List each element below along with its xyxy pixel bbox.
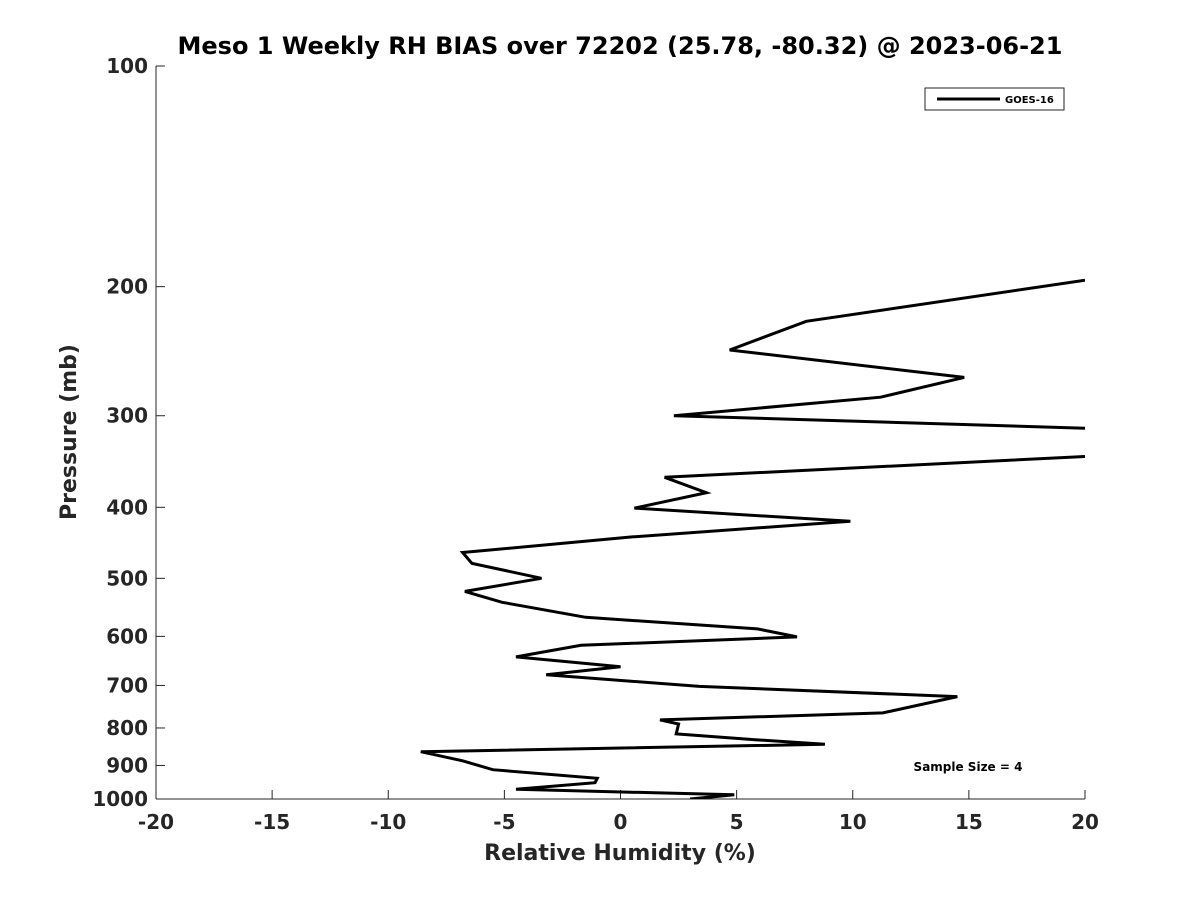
y-tick-label: 700 [106,673,148,697]
sample-size-annotation: Sample Size = 4 [914,760,1023,774]
x-tick-label: 0 [614,810,628,834]
chart-title: Meso 1 Weekly RH BIAS over 72202 (25.78,… [178,32,1063,60]
y-axis-label: Pressure (mb) [57,344,82,520]
x-ticks: -20 -15 -10 -5 0 5 10 15 20 [138,790,1099,834]
series-line-goes-16 [420,455,1085,799]
x-tick-label: 20 [1071,810,1099,834]
y-tick-label: 300 [106,404,148,428]
y-tick-label: 100 [106,54,148,78]
x-tick-label: 10 [839,810,867,834]
y-tick-label: 900 [106,753,148,777]
y-tick-label: 500 [106,566,148,590]
x-axis-label: Relative Humidity (%) [484,841,756,866]
x-tick-label: -20 [138,810,174,834]
series-layer [420,278,1085,799]
x-tick-label: 15 [955,810,983,834]
y-tick-label: 600 [106,624,148,648]
x-tick-label: 5 [730,810,744,834]
x-tick-label: -10 [370,810,406,834]
y-tick-label: 800 [106,716,148,740]
y-tick-label: 200 [106,275,148,299]
legend: GOES-16 [924,87,1065,111]
y-tick-label: 400 [106,495,148,519]
y-ticks: 100 200 300 400 500 600 700 800 900 1000 [92,54,165,811]
y-tick-label: 1000 [92,787,148,811]
legend-label: GOES-16 [1005,95,1054,106]
series-line-goes-16 [673,278,1085,430]
x-tick-label: -5 [493,810,515,834]
axes [155,66,1085,800]
x-tick-label: -15 [254,810,290,834]
